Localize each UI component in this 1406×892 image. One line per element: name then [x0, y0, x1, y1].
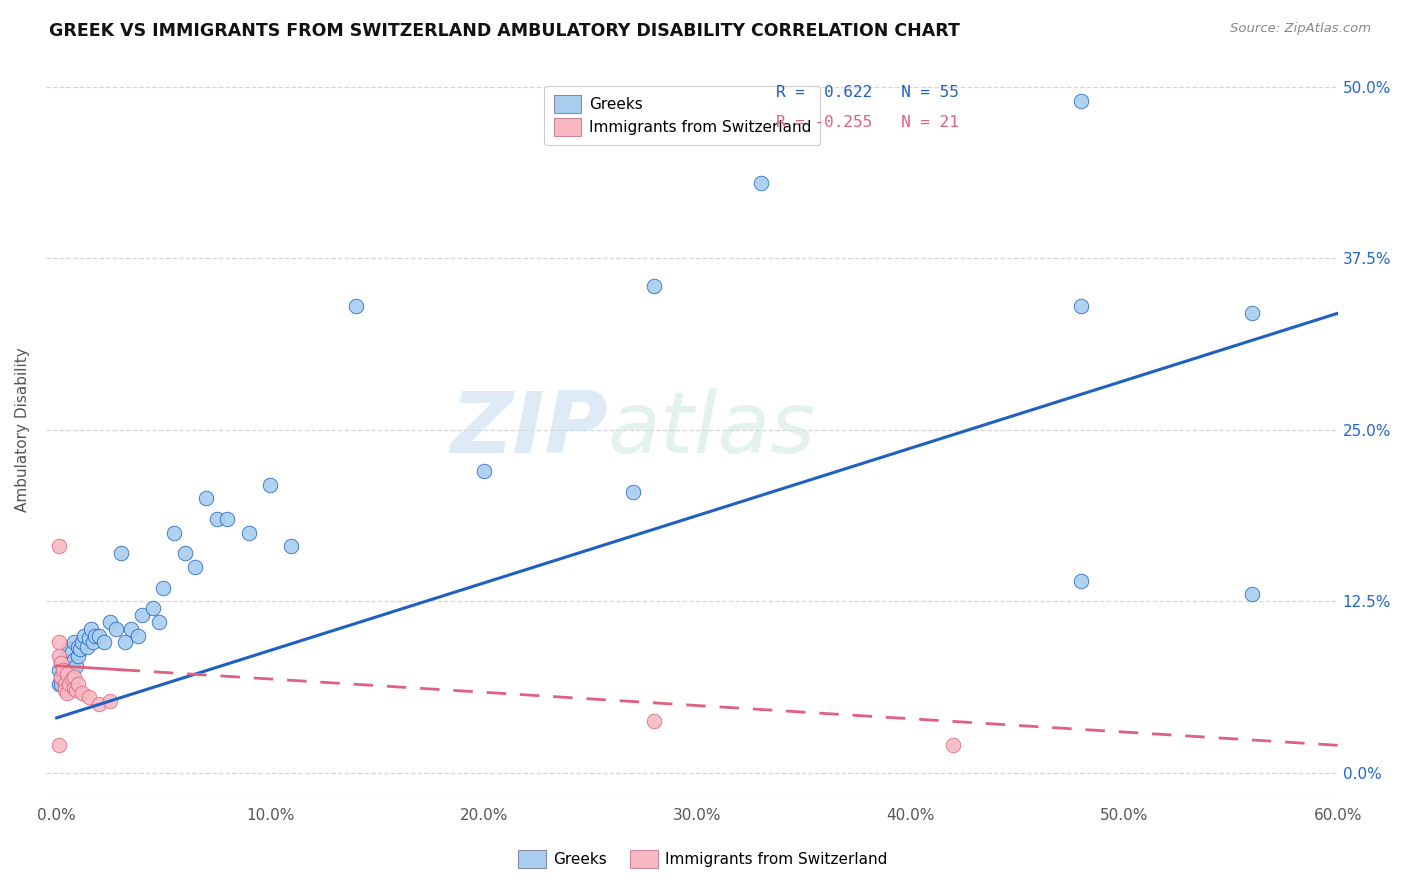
Point: [56, 649, 79, 664]
Point: [114, 635, 136, 649]
Point: [73, 629, 96, 643]
Point: [77, 632, 100, 646]
Point: [749, 176, 772, 190]
Point: [60, 663, 83, 677]
Point: [49, 656, 72, 670]
Point: [344, 300, 367, 314]
Point: [643, 714, 665, 728]
Point: [1070, 94, 1092, 108]
Point: [1241, 306, 1264, 320]
Point: [56, 667, 79, 681]
Point: [48, 635, 70, 649]
Point: [120, 622, 142, 636]
Point: [84, 629, 107, 643]
Point: [58, 676, 80, 690]
Point: [52, 656, 75, 670]
Point: [184, 560, 207, 574]
Point: [65, 683, 87, 698]
Point: [163, 525, 186, 540]
Point: [131, 607, 153, 622]
Point: [62, 670, 84, 684]
Point: [72, 686, 94, 700]
Point: [62, 635, 84, 649]
Point: [53, 653, 76, 667]
Point: [72, 635, 94, 649]
Point: [1241, 587, 1264, 601]
Point: [195, 491, 218, 506]
Point: [66, 676, 89, 690]
Point: [82, 635, 104, 649]
Point: [65, 658, 87, 673]
Point: [148, 615, 170, 629]
Point: [52, 673, 75, 687]
Point: [205, 512, 228, 526]
Text: ZIP: ZIP: [450, 388, 607, 471]
Y-axis label: Ambulatory Disability: Ambulatory Disability: [15, 348, 30, 512]
Point: [62, 681, 84, 695]
Point: [52, 667, 75, 681]
Point: [49, 676, 72, 690]
Point: [58, 642, 80, 657]
Point: [48, 663, 70, 677]
Text: Source: ZipAtlas.com: Source: ZipAtlas.com: [1230, 22, 1371, 36]
Point: [80, 622, 103, 636]
Point: [48, 540, 70, 554]
Point: [48, 676, 70, 690]
Point: [60, 645, 83, 659]
Point: [1070, 574, 1092, 588]
Point: [238, 525, 260, 540]
Point: [643, 278, 665, 293]
Point: [66, 649, 89, 664]
Point: [49, 656, 72, 670]
Point: [152, 581, 174, 595]
Point: [53, 683, 76, 698]
Text: R =  0.622   N = 55: R = 0.622 N = 55: [776, 86, 959, 101]
Point: [217, 512, 239, 526]
Point: [58, 656, 80, 670]
Point: [472, 464, 495, 478]
Point: [56, 658, 79, 673]
Point: [942, 739, 965, 753]
Point: [621, 484, 644, 499]
Legend: Greeks, Immigrants from Switzerland: Greeks, Immigrants from Switzerland: [510, 843, 896, 875]
Point: [98, 615, 121, 629]
Point: [259, 477, 281, 491]
Point: [93, 635, 115, 649]
Point: [280, 540, 302, 554]
Point: [76, 640, 98, 654]
Point: [105, 622, 128, 636]
Point: [66, 640, 89, 654]
Point: [89, 697, 111, 711]
Point: [127, 629, 149, 643]
Point: [62, 653, 84, 667]
Point: [89, 629, 111, 643]
Point: [52, 663, 75, 677]
Point: [173, 546, 195, 560]
Point: [53, 676, 76, 690]
Point: [48, 739, 70, 753]
Point: [98, 694, 121, 708]
Point: [142, 601, 165, 615]
Point: [60, 673, 83, 687]
Point: [56, 686, 79, 700]
Point: [56, 670, 79, 684]
Point: [53, 663, 76, 677]
Text: atlas: atlas: [607, 388, 815, 471]
Text: R = -0.255   N = 21: R = -0.255 N = 21: [776, 115, 959, 130]
Point: [1070, 300, 1092, 314]
Legend: Greeks, Immigrants from Switzerland: Greeks, Immigrants from Switzerland: [544, 86, 820, 145]
Point: [49, 670, 72, 684]
Point: [110, 546, 132, 560]
Point: [49, 670, 72, 684]
Point: [77, 690, 100, 705]
Text: GREEK VS IMMIGRANTS FROM SWITZERLAND AMBULATORY DISABILITY CORRELATION CHART: GREEK VS IMMIGRANTS FROM SWITZERLAND AMB…: [49, 22, 960, 40]
Point: [48, 649, 70, 664]
Point: [69, 642, 91, 657]
